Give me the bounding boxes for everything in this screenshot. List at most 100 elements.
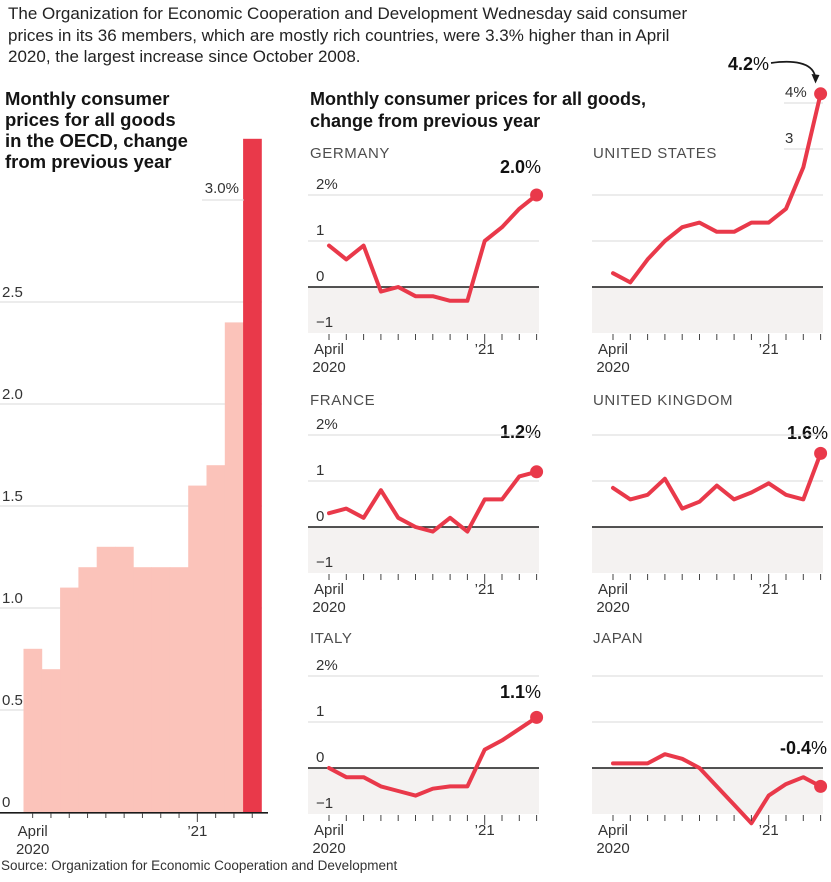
y-axis-tick-label: 0 — [2, 794, 10, 811]
below-zero-shading — [592, 287, 823, 333]
bar — [23, 648, 43, 812]
x-axis-start-label: April 2020 — [596, 581, 629, 616]
below-zero-shading — [308, 527, 539, 573]
end-value-japan: -0.4% — [780, 738, 827, 759]
x-axis-year-label: ’21 — [475, 822, 495, 839]
x-axis-start-label: April 2020 — [596, 822, 629, 857]
bar — [224, 322, 244, 812]
end-value-number: 1.1 — [499, 682, 525, 702]
united-kingdom-line-chart: April 2020 ’21 — [592, 434, 828, 616]
x-axis-start-label: April 2020 — [312, 581, 345, 616]
y-axis-tick-label: −1 — [316, 314, 333, 331]
bar — [206, 465, 226, 812]
x-axis-start-label: April 2020 — [596, 341, 629, 376]
y-axis-tick-label: 2% — [316, 657, 338, 674]
end-value-united-states: 4.2% — [728, 54, 769, 75]
y-axis-tick-label: 0 — [316, 268, 324, 285]
country-label-japan: JAPAN — [593, 630, 644, 647]
end-value-germany: 2.0% — [500, 157, 541, 178]
end-value-number: 2.0 — [499, 157, 525, 177]
percent-sign: % — [752, 54, 769, 74]
united-states-line-chart: 4% 3 April 2020 ’21 — [592, 84, 828, 376]
y-axis-tick-label: 2% — [316, 176, 338, 193]
x-axis-start-label: April 2020 — [16, 823, 49, 858]
bar — [133, 567, 152, 812]
japan-line-chart: April 2020 ’21 — [592, 675, 828, 857]
bar — [41, 669, 61, 812]
end-point-dot — [814, 779, 828, 793]
end-value-italy: 1.1% — [500, 682, 541, 703]
annotation-arrow — [770, 60, 820, 84]
bar — [151, 567, 171, 812]
data-line — [611, 752, 823, 826]
y-axis-tick-label: 0 — [316, 749, 324, 766]
y-axis-tick-label: 2.5 — [2, 284, 23, 301]
end-value-number: -0.4 — [779, 738, 811, 758]
oecd-chart-title: Monthly consumer prices for all goods in… — [5, 88, 188, 172]
bar — [115, 546, 134, 812]
oecd-bar-chart: 0 0.5 1.0 1.5 2.0 2.5 3.0% April 2020 ’21 — [0, 138, 268, 858]
data-line — [611, 91, 823, 285]
end-value-number: 4.2 — [727, 54, 753, 74]
y-axis-tick-label: 0 — [316, 508, 324, 525]
y-axis-tick-label: 1 — [316, 222, 324, 239]
end-value-united-kingdom: 1.6% — [787, 423, 828, 444]
y-axis-tick-label: 2.0 — [2, 386, 23, 403]
country-label-france: FRANCE — [310, 392, 376, 409]
y-axis-tick-label: −1 — [316, 795, 333, 812]
germany-line-chart: 2% 1 0 −1 April 2020 ’21 — [308, 176, 544, 376]
end-point-dot — [814, 446, 828, 460]
x-axis-year-label: ’21 — [759, 822, 779, 839]
country-label-germany: GERMANY — [310, 145, 391, 162]
percent-sign: % — [524, 157, 541, 177]
y-axis-tick-label: 2% — [316, 416, 338, 433]
x-axis-year-label: ’21 — [759, 341, 779, 358]
percent-sign: % — [811, 423, 828, 443]
data-line — [327, 469, 539, 534]
below-zero-shading — [308, 287, 539, 333]
end-value-france: 1.2% — [500, 422, 541, 443]
x-axis-year-label: ’21 — [475, 341, 495, 358]
country-label-italy: ITALY — [310, 630, 353, 647]
y-axis-tick-label: 1.0 — [2, 590, 23, 607]
y-axis-tick-label: 1.5 — [2, 488, 23, 505]
bar — [78, 567, 98, 812]
source-note: Source: Organization for Economic Cooper… — [1, 858, 398, 873]
below-zero-shading — [592, 527, 823, 573]
y-axis-tick-label: 3 — [785, 130, 793, 147]
country-label-united-kingdom: UNITED KINGDOM — [593, 392, 734, 409]
y-axis-tick-label: 1 — [316, 462, 324, 479]
percent-sign: % — [524, 422, 541, 442]
top-gridline-label: 3.0% — [205, 180, 239, 197]
end-point-dot — [530, 710, 544, 724]
y-axis-tick-label: −1 — [316, 554, 333, 571]
end-value-number: 1.6 — [786, 423, 812, 443]
intro-text: The Organization for Economic Cooperatio… — [8, 4, 688, 67]
country-label-united-states: UNITED STATES — [593, 145, 717, 162]
end-point-dot — [530, 465, 544, 479]
x-axis-start-label: April 2020 — [312, 341, 345, 376]
y-axis-tick-label: 1 — [316, 703, 324, 720]
france-line-chart: 2% 1 0 −1 April 2020 ’21 — [308, 416, 544, 616]
data-line — [611, 451, 823, 511]
bar — [243, 138, 262, 813]
bar — [188, 485, 207, 812]
end-value-number: 1.2 — [499, 422, 525, 442]
percent-sign: % — [524, 682, 541, 702]
x-axis-year-label: ’21 — [187, 823, 207, 840]
data-line — [327, 193, 539, 303]
y-axis-tick-label: 4% — [785, 84, 807, 101]
percent-sign: % — [810, 738, 827, 758]
data-line — [327, 715, 539, 798]
panel-title: Monthly consumer prices for all goods, c… — [310, 89, 647, 131]
bar — [60, 587, 79, 812]
bar — [96, 546, 116, 812]
italy-line-chart: 2% 1 0 −1 April 2020 ’21 — [308, 657, 544, 857]
bar — [169, 567, 189, 812]
end-point-dot — [814, 87, 828, 101]
y-axis-tick-label: 0.5 — [2, 692, 23, 709]
x-axis-year-label: ’21 — [475, 581, 495, 598]
x-axis-year-label: ’21 — [759, 581, 779, 598]
x-axis-start-label: April 2020 — [312, 822, 345, 857]
